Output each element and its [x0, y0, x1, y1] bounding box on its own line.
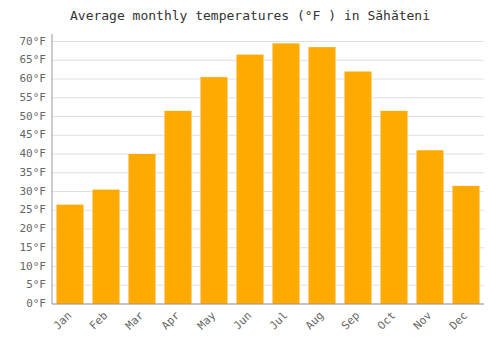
grid-line — [52, 97, 484, 98]
y-tick-label: 25°F — [20, 203, 47, 216]
x-tick-label: Oct — [375, 309, 398, 332]
y-tick-label: 70°F — [20, 35, 47, 48]
bar — [93, 190, 120, 304]
y-tick-label: 45°F — [20, 128, 47, 141]
grid-line — [52, 79, 484, 80]
x-tick-label: Sep — [339, 309, 362, 332]
bar — [57, 205, 84, 304]
y-tick-label: 10°F — [20, 260, 47, 273]
x-tick-label: Dec — [447, 309, 470, 332]
grid-line — [52, 116, 484, 117]
bar — [165, 111, 192, 304]
grid-line — [52, 304, 484, 305]
page: {"chart_data": {"type": "bar", "title": … — [0, 0, 500, 350]
y-tick-label: 50°F — [20, 110, 47, 123]
grid-line — [52, 135, 484, 136]
y-tick-label: 30°F — [20, 185, 47, 198]
chart: 0°F 5°F 10°F 15°F 20°F 25°F 30°F 35°F 40°F 45°F 50… — [0, 0, 500, 350]
bar — [129, 154, 156, 304]
bar — [453, 186, 480, 304]
grid-line — [52, 60, 484, 61]
y-tick-label: 15°F — [20, 241, 47, 254]
x-tick-label: Jun — [231, 309, 254, 332]
x-tick-label: Mar — [123, 309, 147, 333]
x-tick-label: Jul — [267, 309, 290, 332]
bar — [237, 55, 264, 304]
x-tick-label: Nov — [411, 309, 435, 333]
bars — [57, 43, 480, 304]
y-grid — [52, 42, 484, 305]
y-tick-label: 0°F — [26, 297, 46, 310]
x-tick-label: Jan — [51, 309, 74, 332]
grid-line — [52, 41, 484, 42]
y-tick-label: 35°F — [20, 166, 47, 179]
y-axis-line — [52, 34, 53, 304]
y-axis: 0°F 5°F 10°F 15°F 20°F 25°F 30°F 35°F 40°F 45°F 50… — [20, 34, 53, 310]
chart-container: 0°F 5°F 10°F 15°F 20°F 25°F 30°F 35°F 40°F 45°F 50… — [0, 0, 500, 350]
bar — [417, 150, 444, 304]
bar — [345, 72, 372, 305]
y-tick-label: 20°F — [20, 222, 47, 235]
bar — [309, 47, 336, 304]
y-tick-label: 55°F — [20, 91, 47, 104]
y-tick-label: 5°F — [26, 278, 46, 291]
x-tick-label: Feb — [87, 309, 110, 332]
bar — [273, 43, 300, 304]
y-tick-label: 65°F — [20, 53, 47, 66]
x-axis: Jan Feb Mar Apr May Jun Jul Aug Sep Oct Nov Dec — [51, 304, 484, 332]
title: Average monthly temperatures (°F ) in Să… — [70, 8, 430, 23]
y-tick-label: 40°F — [20, 147, 47, 160]
x-axis-line — [52, 304, 484, 305]
bar — [381, 111, 408, 304]
x-tick-label: Aug — [303, 309, 326, 332]
y-tick-label: 60°F — [20, 72, 47, 85]
x-tick-label: May — [195, 309, 219, 333]
bar — [201, 77, 228, 304]
x-tick-label: Apr — [159, 309, 183, 333]
